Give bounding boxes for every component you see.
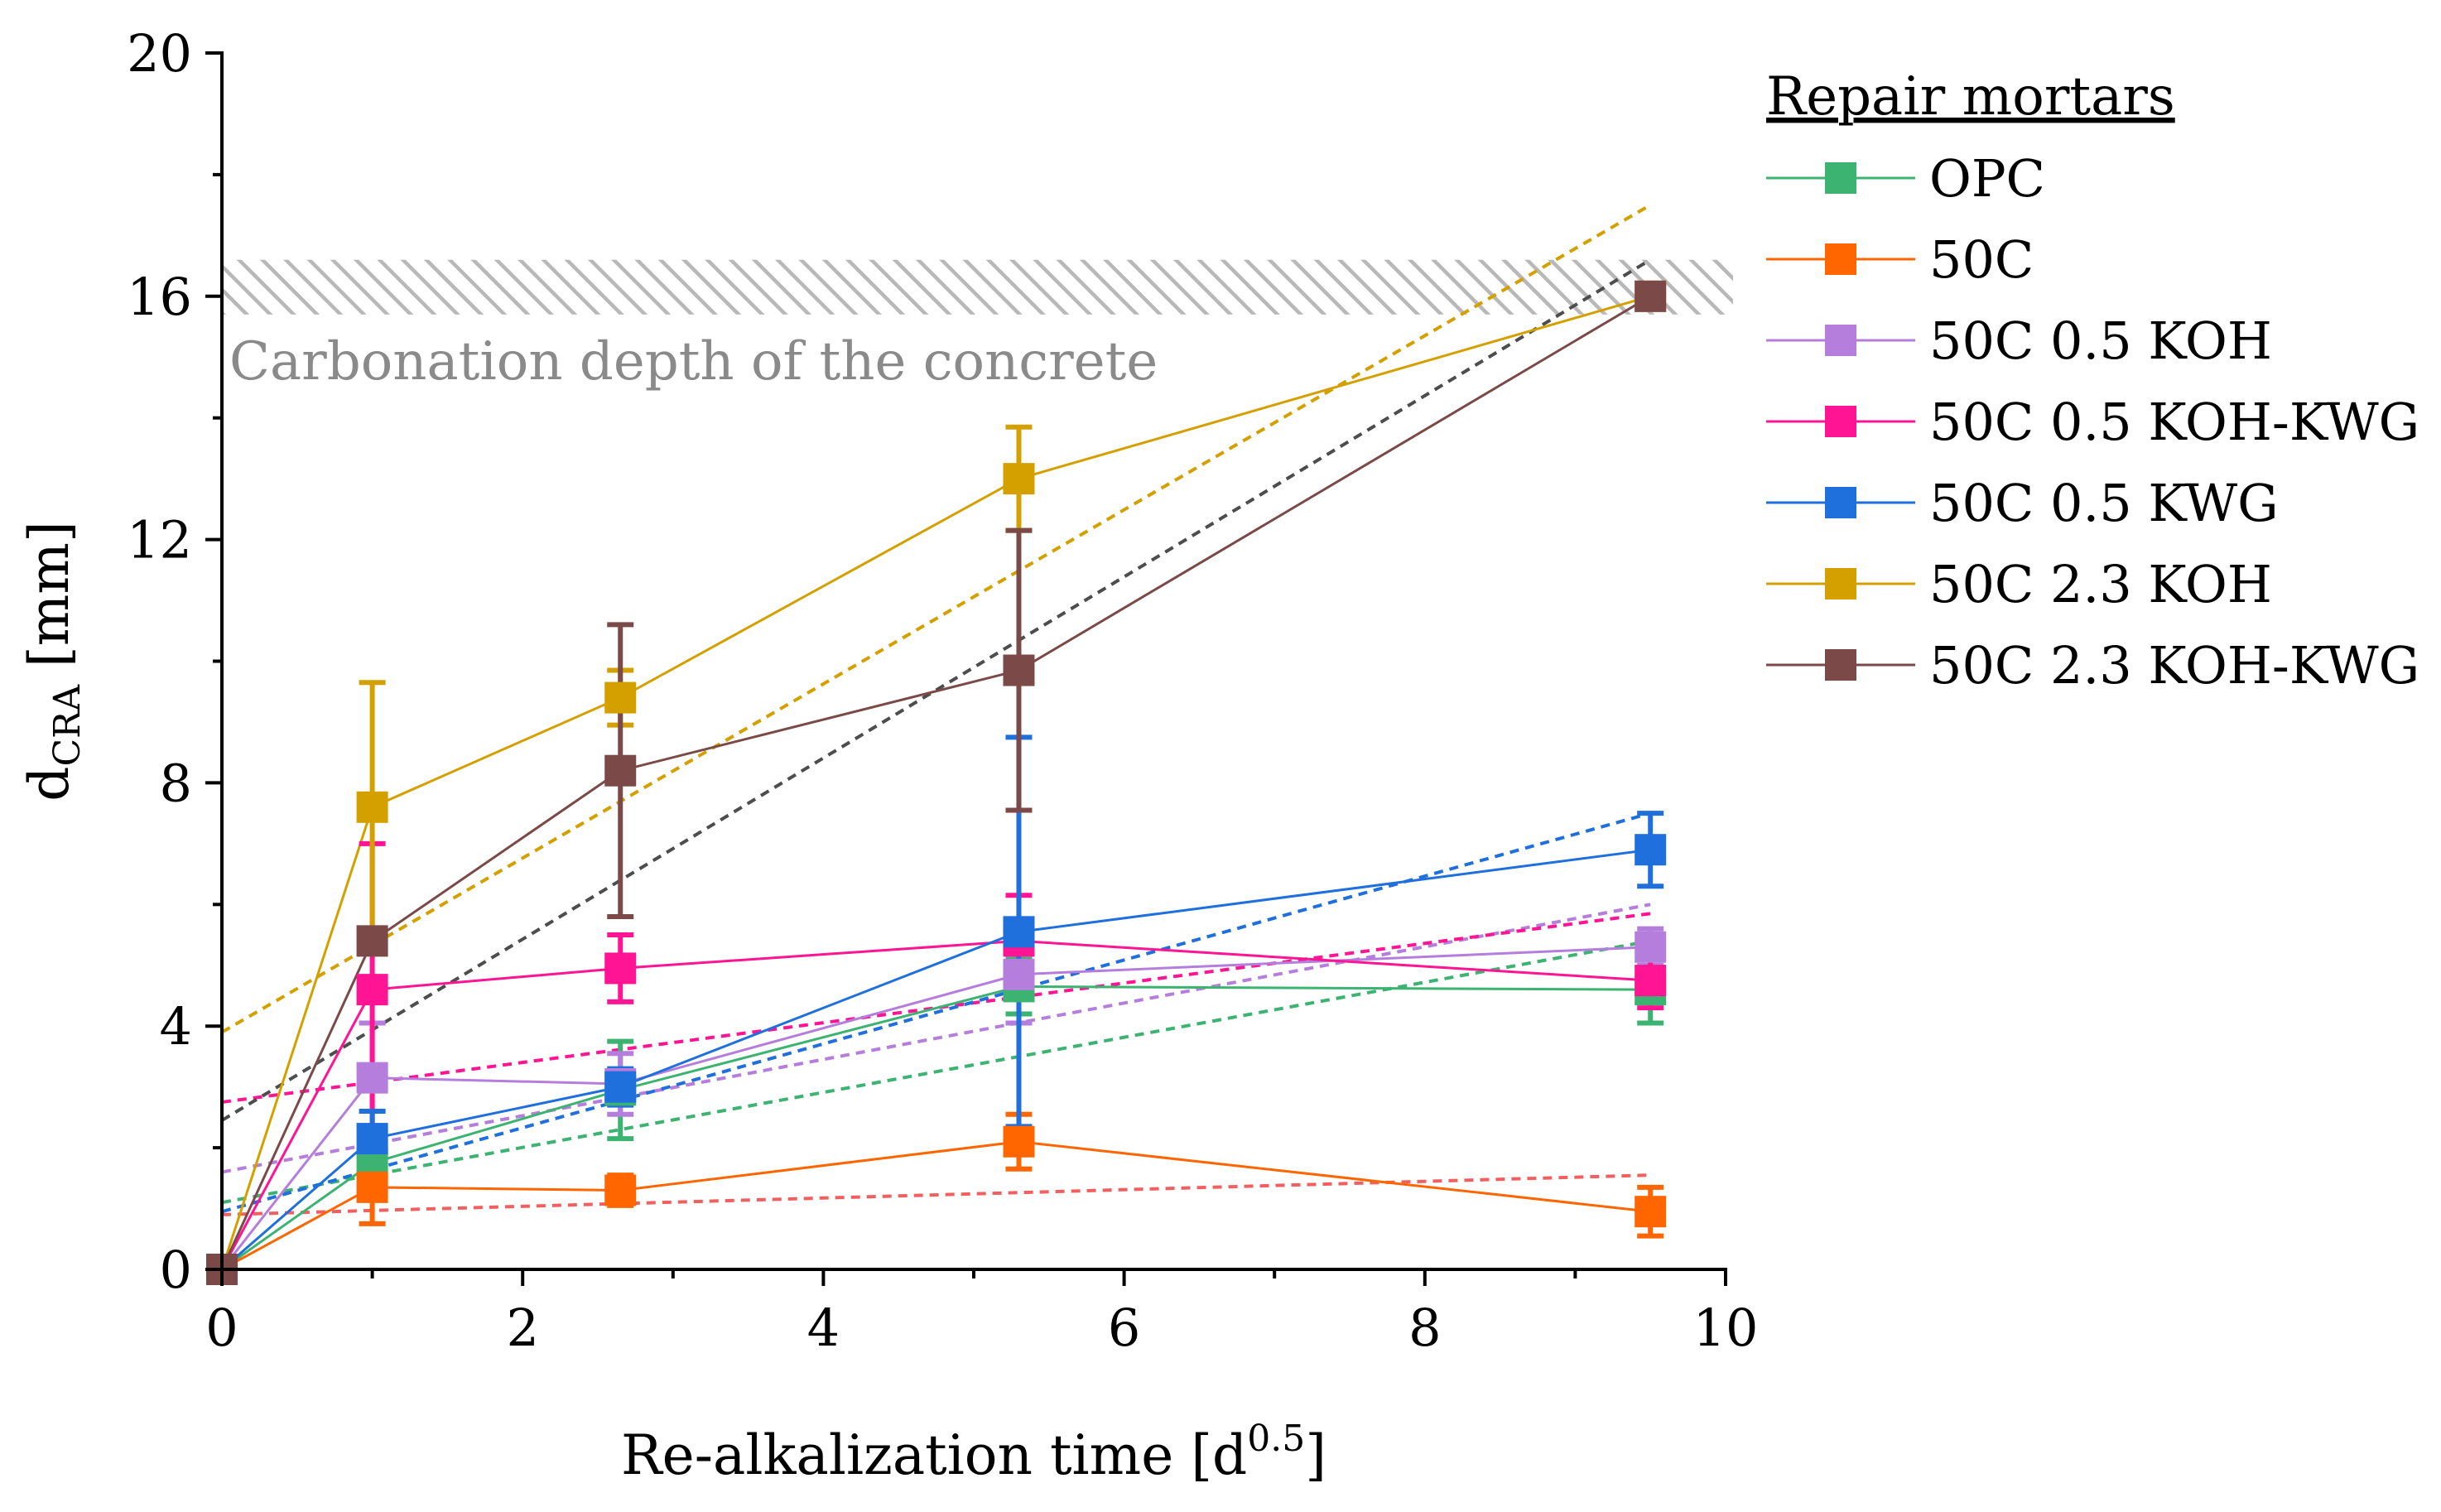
series-line (221, 1140, 1651, 1271)
y-tick-label: 0 (160, 1240, 192, 1300)
legend-item: 50C 2.3 KOH (1766, 554, 2272, 614)
data-point (604, 1174, 637, 1206)
legend: Repair mortars OPC 50C 50C 0.5 KOH 50C 0.5 … (1766, 66, 2419, 696)
series-line (221, 848, 1651, 1271)
trend-line (222, 203, 1652, 1034)
series-line (220, 295, 1651, 1270)
trend-line (222, 903, 1651, 1174)
legend-item: 50C 2.3 KOH-KWG (1766, 635, 2419, 696)
data-series (206, 280, 1667, 1285)
legend-swatch-marker (1825, 487, 1856, 518)
legend-label: 50C 2.3 KOH-KWG (1929, 635, 2419, 696)
y-tick-label: 20 (127, 23, 192, 84)
series-lines (220, 295, 1651, 1271)
legend-label: 50C 2.3 KOH (1929, 554, 2272, 614)
data-point (1635, 1196, 1667, 1228)
x-axis-title-end: ] (1305, 1423, 1326, 1487)
x-tick-label: 8 (1408, 1298, 1441, 1358)
data-point (356, 1171, 388, 1203)
y-tick-label: 12 (127, 510, 192, 571)
data-point (604, 952, 637, 985)
reference-band-label: Carbonation depth of the concrete (229, 331, 1158, 392)
legend-label: 50C 0.5 KOH (1929, 311, 2272, 371)
data-point (356, 925, 388, 957)
legend-item: 50C 0.5 KWG (1766, 473, 2279, 533)
legend-label: 50C (1929, 229, 2034, 290)
data-point (1003, 958, 1035, 990)
data-point (604, 1071, 637, 1103)
y-axis-title-subscript: CRA (46, 684, 89, 767)
data-point (356, 974, 388, 1006)
y-tick-label: 8 (160, 753, 192, 813)
data-point (1635, 965, 1667, 997)
legend-title: Repair mortars (1766, 66, 2175, 128)
x-axis-title-main: Re-alkalization time [d (621, 1423, 1247, 1487)
legend-swatch-marker (1825, 568, 1856, 600)
reference-band: Carbonation depth of the concrete (222, 259, 1733, 392)
x-tick-label: 6 (1108, 1298, 1140, 1358)
y-tick-label: 4 (160, 996, 192, 1057)
data-point (1635, 931, 1667, 963)
y-tick-label: 16 (127, 267, 192, 327)
y-axis-title-unit: [mm] (17, 521, 81, 685)
x-axis-title-superscript: 0.5 (1247, 1418, 1305, 1460)
data-point (1635, 834, 1667, 866)
legend-item: OPC (1766, 148, 2045, 209)
legend-swatch-marker (1825, 325, 1856, 356)
series-line (220, 939, 1651, 1270)
trend-line (222, 1173, 1651, 1216)
data-point (1003, 463, 1035, 495)
data-point (604, 754, 637, 787)
legend-swatch-marker (1825, 406, 1856, 437)
legend-label: 50C 0.5 KOH-KWG (1929, 392, 2419, 452)
series-line (220, 946, 1651, 1270)
data-point (604, 681, 637, 714)
trend-line (222, 912, 1651, 1104)
legend-swatch-marker (1825, 649, 1856, 681)
reference-band-hatch (222, 259, 1733, 315)
legend-label: 50C 0.5 KWG (1929, 473, 2279, 533)
x-axis-title: Re-alkalization time [d0.5] (621, 1418, 1326, 1487)
data-point (356, 1062, 388, 1094)
y-axis-title: dCRA [mm] (17, 521, 89, 801)
data-point (356, 1123, 388, 1155)
data-point (1003, 654, 1035, 686)
data-point (1003, 916, 1035, 948)
data-markers (206, 280, 1667, 1285)
trend-line (222, 939, 1651, 1205)
data-point (356, 791, 388, 823)
y-axis-title-main: d (17, 766, 81, 801)
x-tick-label: 4 (807, 1298, 840, 1358)
error-bars (359, 424, 1664, 1239)
legend-swatch-marker (1825, 162, 1856, 194)
legend-item: 50C 0.5 KOH-KWG (1766, 392, 2419, 452)
x-tick-label: 10 (1693, 1298, 1759, 1358)
x-tick-label: 2 (506, 1298, 538, 1358)
legend-item: 50C 0.5 KOH (1766, 311, 2272, 371)
axes: 0 2 4 6 8 10 0 4 8 12 16 20 (127, 23, 1758, 1358)
legend-label: OPC (1929, 148, 2045, 209)
legend-item: 50C (1766, 229, 2034, 290)
data-point (1635, 280, 1667, 312)
data-point (1003, 1125, 1035, 1158)
x-tick-label: 0 (205, 1298, 238, 1358)
legend-swatch-marker (1825, 243, 1856, 275)
series-line (221, 985, 1651, 1271)
series-line (220, 295, 1651, 1270)
